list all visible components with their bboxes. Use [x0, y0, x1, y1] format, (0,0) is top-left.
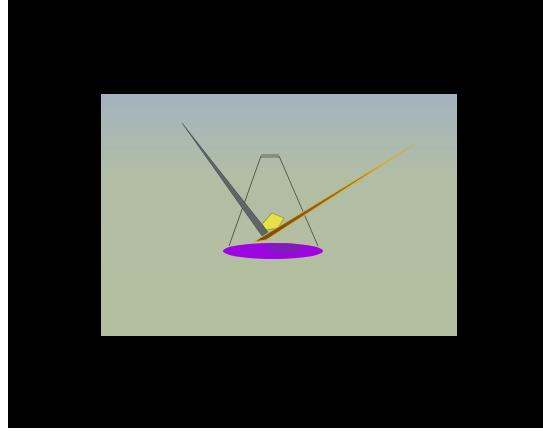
gray-needle	[181, 122, 269, 237]
disc-shadow	[267, 243, 303, 253]
cone-frame	[228, 154, 319, 247]
brown-needle	[253, 143, 416, 243]
viewport	[101, 94, 457, 336]
